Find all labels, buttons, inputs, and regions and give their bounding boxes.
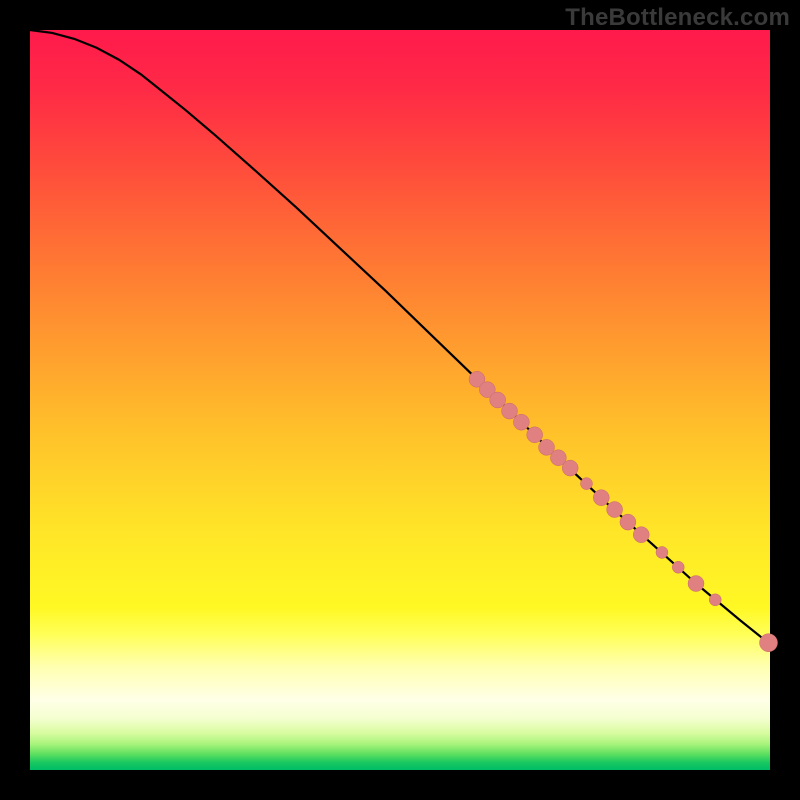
data-point (562, 460, 578, 476)
data-point (593, 490, 609, 506)
data-point (656, 546, 668, 558)
data-point (502, 403, 518, 419)
data-point (490, 392, 506, 408)
data-point (580, 478, 592, 490)
chart-overlay (0, 0, 800, 800)
data-point (633, 527, 649, 543)
data-point (709, 594, 721, 606)
data-point (672, 561, 684, 573)
data-point (688, 576, 704, 592)
data-point (527, 427, 543, 443)
data-point (620, 514, 636, 530)
data-point (607, 502, 623, 518)
data-point (760, 634, 778, 652)
watermark-text: TheBottleneck.com (565, 4, 790, 32)
data-point (513, 414, 529, 430)
